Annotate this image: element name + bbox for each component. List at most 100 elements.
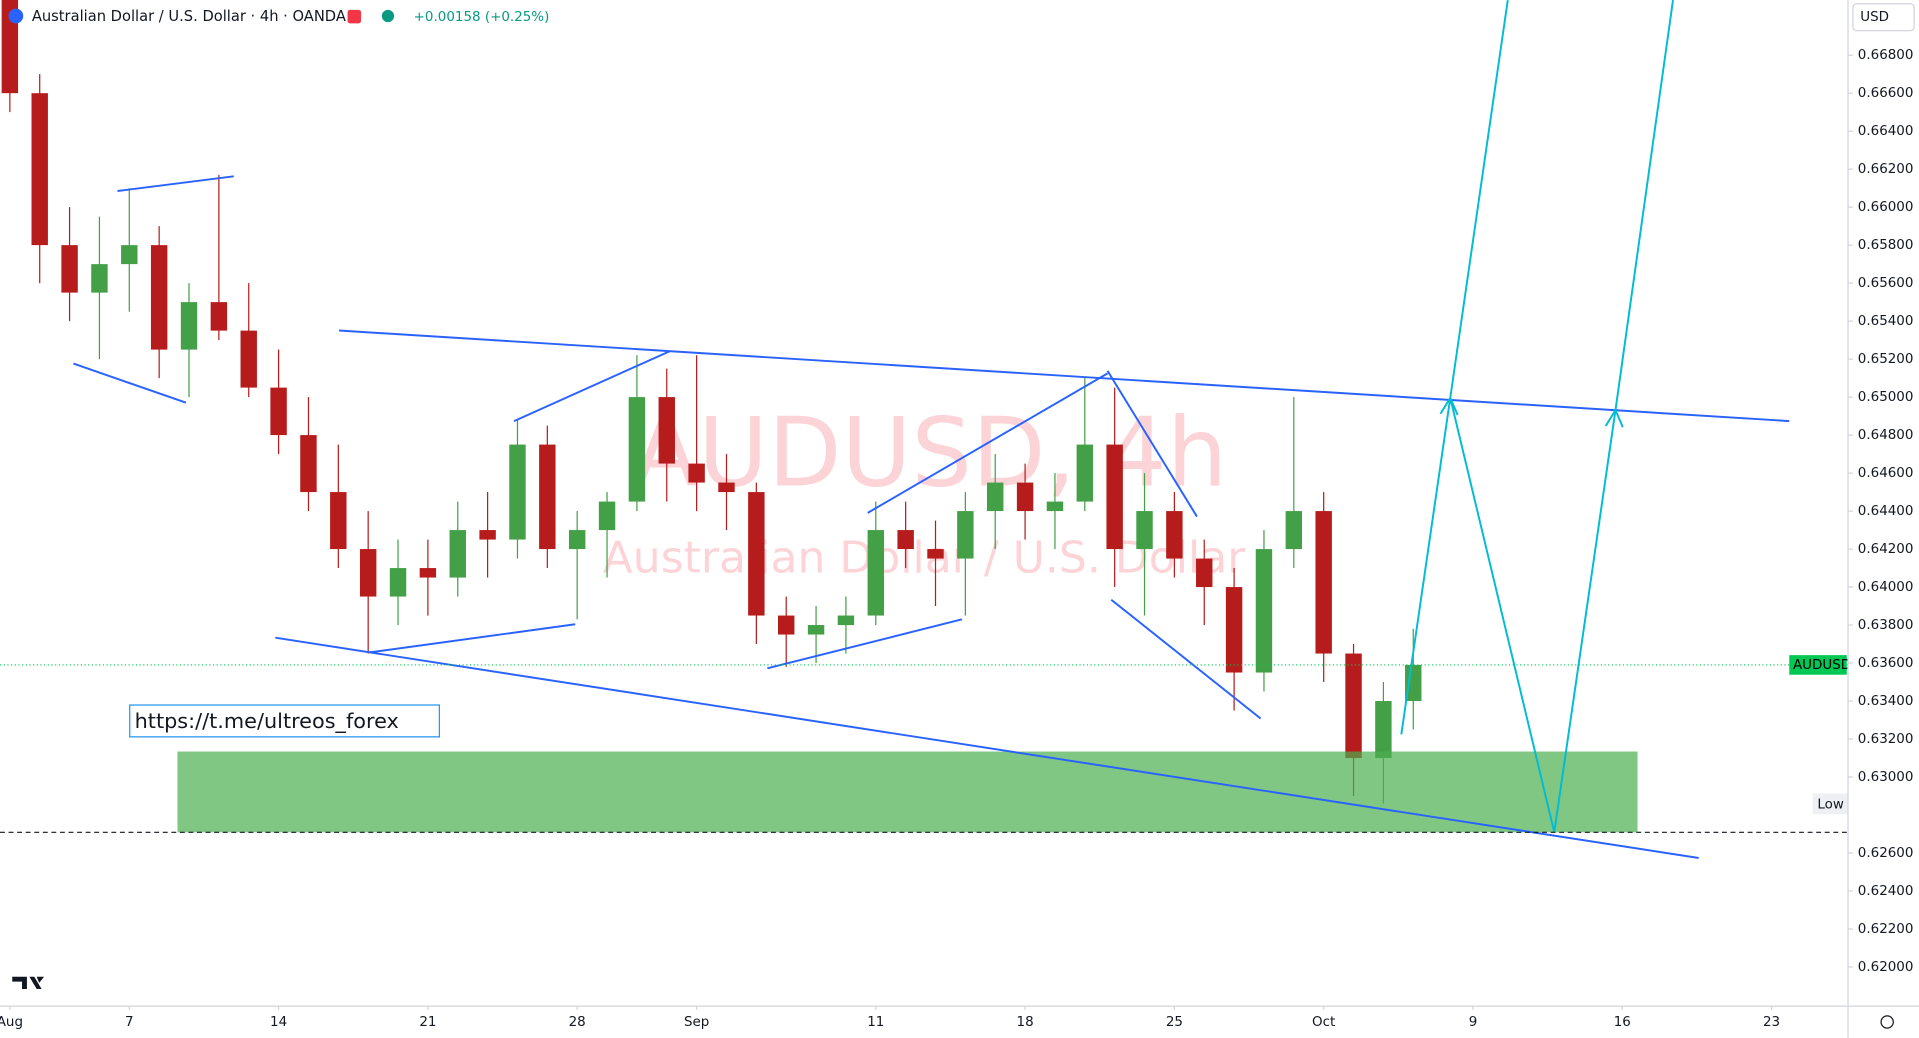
- y-tick-label: 0.66400: [1858, 124, 1914, 139]
- currency-button[interactable]: USD: [1852, 3, 1915, 32]
- candle-body: [270, 387, 287, 436]
- demand-zone: [177, 751, 1638, 833]
- y-tick-label: 0.66800: [1858, 48, 1914, 63]
- candle-body: [1106, 444, 1123, 550]
- candle-body: [180, 302, 198, 350]
- y-tick-label: 0.65200: [1858, 352, 1914, 367]
- flag-icon[interactable]: [347, 9, 362, 24]
- y-tick-label: 0.63000: [1858, 770, 1914, 785]
- y-tick-label: 0.62400: [1858, 884, 1914, 899]
- x-tick-label: 21: [419, 1015, 436, 1030]
- trend-line: [767, 618, 963, 670]
- candle-body: [1225, 587, 1243, 673]
- y-tick-label: 0.65600: [1858, 276, 1914, 291]
- y-tick-label: 0.63600: [1858, 656, 1914, 671]
- candle-body: [598, 501, 616, 531]
- candle-body: [837, 615, 855, 626]
- trend-line: [275, 636, 1699, 859]
- y-tick-label: 0.64200: [1858, 542, 1914, 557]
- y-tick-label: 0.65400: [1858, 314, 1914, 329]
- candle-body: [389, 568, 407, 597]
- trend-line: [1110, 599, 1262, 720]
- watermark: AUDUSD, 4h Australian Dollar / U.S. Doll…: [603, 396, 1247, 583]
- header: Australian Dollar / U.S. Dollar · 4h · O…: [8, 8, 550, 25]
- x-tick-label: Sep: [684, 1015, 709, 1030]
- settings-icon[interactable]: [1880, 1015, 1894, 1029]
- market-status: [381, 9, 395, 23]
- candle-body: [1016, 482, 1034, 512]
- axes: 0.62000 0.62200 0.62400 0.62600 0.63000 0.632…: [0, 48, 1913, 1030]
- candle-body: [568, 530, 586, 550]
- arrow-head: [1604, 407, 1624, 428]
- candle-body: [210, 302, 228, 331]
- trend-line: [369, 623, 576, 654]
- symbol-tag: [1789, 655, 1847, 675]
- drawings: [0, 0, 1849, 859]
- candle-body: [150, 245, 168, 350]
- candle-body: [1345, 653, 1362, 759]
- x-tick-label: 18: [1017, 1015, 1034, 1030]
- candle-body: [330, 492, 347, 550]
- candle-body: [61, 245, 78, 293]
- tv-logo: [12, 976, 45, 989]
- x-tick-label: Oct: [1312, 1015, 1335, 1030]
- x-tick-label: 11: [867, 1015, 884, 1030]
- candles: [1, 0, 1422, 804]
- y-tick-label: 0.64400: [1858, 504, 1914, 519]
- y-tick-label: 0.62200: [1858, 922, 1914, 937]
- low-tag-name: Low: [1817, 797, 1844, 812]
- y-tick-label: 0.62600: [1858, 846, 1914, 861]
- y-tick-label: 0.65800: [1858, 238, 1914, 253]
- symbol-icon: [8, 8, 24, 24]
- y-tick-label: 0.63200: [1858, 732, 1914, 747]
- link-box: https://t.me/ultreos_forex: [129, 704, 440, 738]
- x-tick-label: 16: [1614, 1015, 1631, 1030]
- candle-body: [658, 397, 675, 464]
- x-tick-label: 23: [1763, 1015, 1780, 1030]
- currency-frame[interactable]: [1852, 3, 1915, 32]
- arrow-head: [1439, 395, 1459, 416]
- candle-body: [419, 568, 437, 578]
- trend-line: [73, 362, 187, 404]
- trend-line: [867, 372, 1109, 514]
- candle-body: [1, 0, 19, 94]
- candle-body: [957, 511, 974, 559]
- x-tick-label: Aug: [0, 1015, 23, 1030]
- y-tick-label: 0.65000: [1858, 390, 1914, 405]
- candle-body: [688, 463, 705, 483]
- candle-body: [748, 492, 765, 616]
- candle-body: [479, 530, 496, 540]
- y-tick-label: 0.63800: [1858, 618, 1914, 633]
- candle-body: [121, 245, 138, 265]
- x-tick-label: 14: [270, 1015, 287, 1030]
- candle-body: [1255, 549, 1273, 673]
- y-tick-label: 0.64000: [1858, 580, 1914, 595]
- y-tick-label: 0.66000: [1858, 200, 1914, 215]
- symbol-title: Australian Dollar / U.S. Dollar · 4h · O…: [32, 8, 346, 25]
- symbol-tag-label: AUDUSD: [1793, 658, 1851, 673]
- x-tick-label: 9: [1469, 1015, 1478, 1030]
- trend-line: [513, 350, 670, 422]
- candle-body: [31, 93, 48, 246]
- y-tick-label: 0.64600: [1858, 466, 1914, 481]
- candle-body: [539, 444, 556, 550]
- link-text: https://t.me/ultreos_forex: [135, 709, 399, 733]
- price-change: +0.00158 (+0.25%): [414, 10, 550, 25]
- candle-body: [987, 482, 1004, 512]
- projection-arrow: [1449, 0, 1674, 833]
- y-tick-label: 0.64800: [1858, 428, 1914, 443]
- trend-line: [1106, 370, 1198, 518]
- candle-body: [927, 549, 944, 559]
- candle-body: [1196, 558, 1213, 588]
- candle-body: [718, 482, 735, 493]
- price-axis: [1848, 0, 1919, 1038]
- candle-body: [1285, 511, 1303, 550]
- x-tick-label: 7: [125, 1015, 134, 1030]
- currency-label[interactable]: USD: [1860, 10, 1889, 25]
- candle-body: [240, 330, 257, 388]
- candle-body: [897, 530, 914, 550]
- candle-body: [777, 615, 795, 635]
- candle-body: [1166, 511, 1183, 559]
